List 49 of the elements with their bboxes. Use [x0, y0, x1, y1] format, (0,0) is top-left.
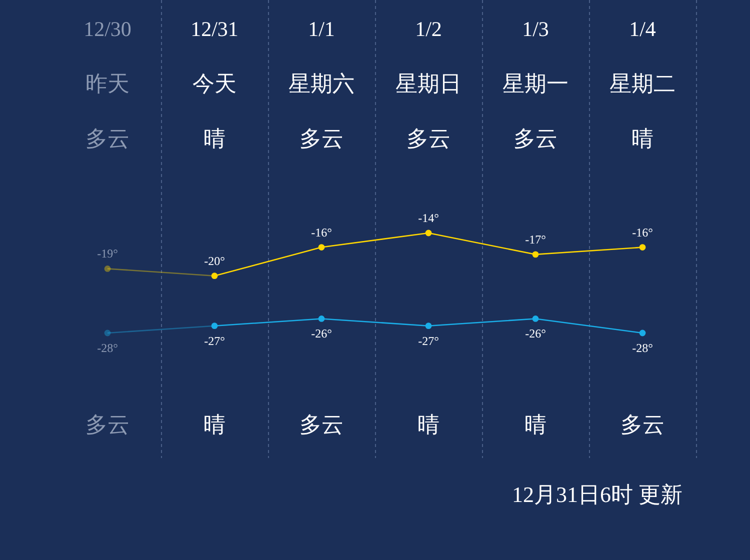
point: [532, 251, 539, 258]
text: 多云: [84, 410, 130, 439]
text: 晴: [416, 410, 440, 439]
text: 多云: [298, 410, 344, 439]
point: [104, 266, 111, 272]
point: [104, 330, 111, 336]
data-label: -26°: [311, 326, 332, 341]
data-label: -27°: [204, 334, 226, 348]
point: [318, 244, 325, 250]
text: 多云: [298, 124, 344, 153]
data-label: -16°: [632, 225, 654, 240]
text: 晴: [202, 124, 226, 153]
text: 多云: [406, 124, 452, 153]
point: [425, 230, 432, 236]
text: 晴: [524, 410, 548, 439]
point: [532, 316, 539, 322]
x-tick-label: 1/2: [414, 16, 443, 44]
x-tick-label: 1/3: [521, 16, 550, 44]
point: [425, 322, 432, 330]
text: 12月31日6时 更新: [512, 480, 682, 509]
text: 多云: [620, 410, 666, 439]
x-tick-label: 12/30: [82, 16, 132, 44]
text: 晴: [630, 124, 654, 153]
x-tick-label: 12/31: [190, 16, 240, 44]
data-label: -27°: [418, 334, 440, 348]
point: [211, 272, 218, 280]
point: [639, 244, 646, 250]
data-label: -14°: [418, 211, 440, 225]
text: 星期六: [288, 70, 354, 96]
point: [211, 322, 218, 330]
data-label: -20°: [204, 254, 226, 268]
x-tick-label: 1/4: [628, 16, 657, 44]
x-tick-label: 1/1: [307, 16, 336, 44]
text: 星期二: [610, 70, 676, 96]
point: [318, 316, 325, 322]
data-label: -16°: [311, 225, 332, 240]
data-label: -17°: [525, 232, 546, 246]
point: [639, 330, 646, 336]
text: 星期一: [502, 70, 568, 96]
text: 多云: [84, 124, 130, 153]
data-label: -28°: [632, 341, 654, 355]
text: 今天: [192, 70, 236, 96]
data-label: -28°: [97, 341, 118, 355]
text: 晴: [202, 410, 226, 439]
text: 昨天: [84, 70, 130, 98]
text: 星期日: [396, 70, 462, 96]
data-label: -19°: [97, 246, 118, 261]
data-label: -26°: [525, 326, 546, 341]
text: 多云: [512, 124, 558, 153]
